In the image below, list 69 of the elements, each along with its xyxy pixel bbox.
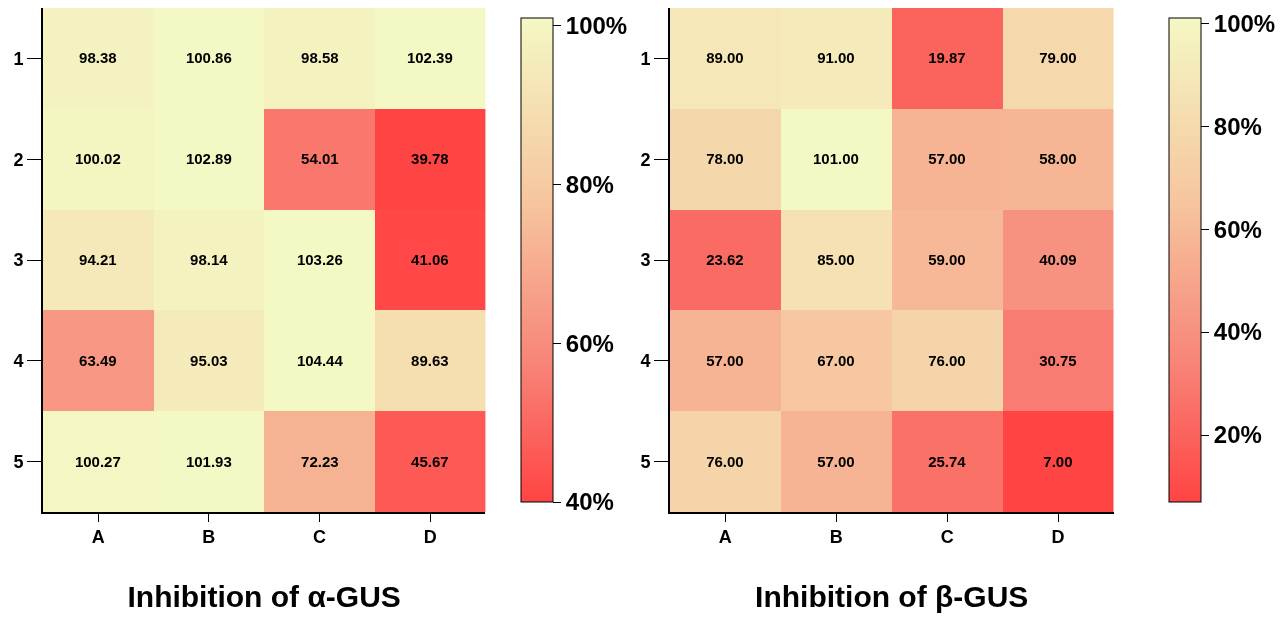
x-tick-label: A [91, 527, 105, 548]
color-bar-label: 60% [565, 329, 614, 357]
color-bar-label: 80% [1213, 112, 1262, 140]
data-label: 101.93 [185, 453, 232, 471]
data-label: 23.62 [706, 251, 744, 269]
y-tick-label: 3 [640, 250, 651, 271]
data-label: 102.39 [406, 49, 453, 67]
color-bar-label: 40% [1213, 318, 1262, 346]
color-bar-label: 20% [1213, 421, 1262, 449]
x-tick-label: C [313, 527, 327, 548]
data-label: 45.67 [411, 453, 449, 471]
data-label: 104.44 [296, 352, 344, 370]
data-label: 63.49 [79, 352, 117, 370]
data-label: 91.00 [817, 49, 855, 67]
x-tick-label: C [940, 527, 954, 548]
data-label: 98.14 [190, 251, 229, 269]
data-label: 57.00 [706, 352, 744, 370]
x-axis-title: Inhibition of β-GUS [755, 580, 1029, 614]
data-label: 100.02 [74, 150, 121, 168]
x-tick-label: B [829, 527, 843, 548]
y-tick-label: 1 [640, 48, 651, 69]
data-label: 57.00 [817, 453, 855, 471]
data-label: 102.89 [185, 150, 232, 168]
y-tick-label: 5 [13, 451, 24, 472]
color-bar-label: 100% [1213, 9, 1276, 37]
data-label: 100.27 [74, 453, 121, 471]
data-label: 85.00 [817, 251, 855, 269]
x-tick-label: B [202, 527, 216, 548]
data-label: 40.09 [1039, 251, 1077, 269]
y-tick-label: 2 [13, 149, 24, 170]
data-label: 57.00 [928, 150, 966, 168]
data-label: 7.00 [1043, 453, 1073, 471]
x-tick-label: D [1051, 527, 1065, 548]
data-label: 54.01 [301, 150, 339, 168]
data-label: 89.63 [411, 352, 449, 370]
data-label: 94.21 [79, 251, 117, 269]
data-label: 103.26 [296, 251, 343, 269]
data-label: 101.00 [812, 150, 859, 168]
data-label: 76.00 [706, 453, 744, 471]
y-tick-label: 4 [13, 351, 24, 372]
data-label: 98.58 [301, 49, 339, 67]
data-label: 95.03 [190, 352, 228, 370]
data-label: 72.23 [301, 453, 339, 471]
data-label: 30.75 [1039, 352, 1077, 370]
color-bar-label: 40% [565, 488, 614, 516]
color-bar-label: 100% [565, 12, 628, 40]
data-label: 67.00 [817, 352, 855, 370]
data-label: 25.74 [928, 453, 967, 471]
color-bar-label: 80% [565, 171, 614, 199]
data-label: 78.00 [706, 150, 744, 168]
data-label: 79.00 [1039, 49, 1077, 67]
y-tick-label: 4 [640, 351, 651, 372]
data-label: 100.86 [185, 49, 232, 67]
x-tick-label: A [718, 527, 732, 548]
y-tick-label: 1 [13, 48, 24, 69]
y-tick-label: 3 [13, 250, 24, 271]
data-label: 89.00 [706, 49, 744, 67]
data-label: 59.00 [928, 251, 966, 269]
color-bar-label: 60% [1213, 215, 1262, 243]
data-label: 19.87 [928, 49, 966, 67]
x-tick-label: D [423, 527, 437, 548]
data-label: 76.00 [928, 352, 966, 370]
y-tick-label: 5 [640, 451, 651, 472]
x-axis-title: Inhibition of α-GUS [127, 580, 401, 614]
y-tick-label: 2 [640, 149, 651, 170]
data-label: 39.78 [411, 150, 449, 168]
data-label: 98.38 [79, 49, 117, 67]
data-label: 41.06 [411, 251, 449, 269]
data-label: 58.00 [1039, 150, 1077, 168]
